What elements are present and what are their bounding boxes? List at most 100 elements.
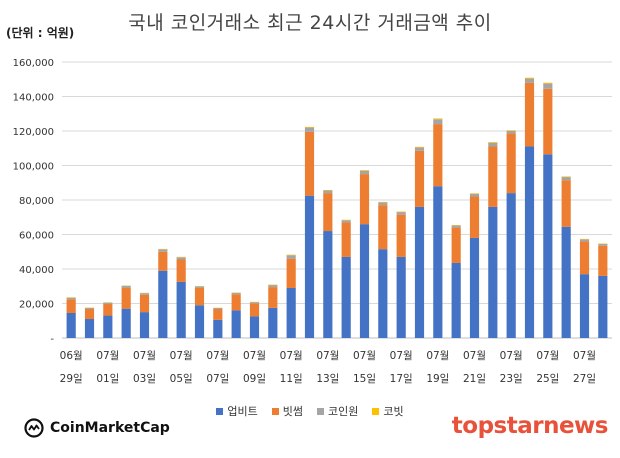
x-tick-label-day: 25일 xyxy=(536,372,559,385)
x-tick-label-month: 07월 xyxy=(500,350,523,362)
x-tick-label-month: 07월 xyxy=(536,350,559,362)
x-tick-label-day: 11일 xyxy=(280,372,303,385)
x-tick-label-day: 19일 xyxy=(426,372,449,385)
bar-segment xyxy=(469,196,480,238)
coinmarketcap-logo-text: CoinMarketCap xyxy=(50,420,170,436)
bar-segment xyxy=(543,154,553,338)
bar-segment xyxy=(524,82,535,147)
bar-segment xyxy=(378,202,388,206)
legend-swatch-upbit xyxy=(216,407,224,415)
bar-segment xyxy=(469,193,480,197)
bar-segment xyxy=(506,130,516,134)
bar-segment xyxy=(304,195,315,338)
bar-segment xyxy=(469,237,480,338)
bar-segment xyxy=(543,82,553,84)
x-tick-label-month: 07월 xyxy=(390,350,413,362)
bar-segment xyxy=(66,299,76,313)
bar-segment xyxy=(121,285,131,288)
legend-label-korbit: 코빗 xyxy=(383,405,404,418)
bar-segment xyxy=(286,254,296,256)
legend-label-bithumb: 빗썸 xyxy=(282,405,303,418)
bar-segment xyxy=(84,307,95,310)
bar-segment xyxy=(341,220,351,223)
bar-segment xyxy=(84,319,95,338)
x-tick-label-month: 07월 xyxy=(243,350,266,362)
bar-segment xyxy=(139,312,150,338)
bar-segment xyxy=(231,292,241,295)
bar-segment xyxy=(506,193,516,338)
bar-segment xyxy=(268,307,278,338)
bar-segment xyxy=(341,222,351,257)
bar-segment xyxy=(506,133,516,194)
y-tick-label: 20,000 xyxy=(19,300,54,311)
bar-segment xyxy=(433,186,443,338)
bar-segment xyxy=(341,256,351,338)
x-tick-label-month: 07월 xyxy=(426,350,449,362)
y-tick-label: - xyxy=(50,334,54,345)
legend-item-bithumb: 빗썸 xyxy=(271,403,303,419)
bar-segment xyxy=(103,304,113,316)
topstarnews-logo: topstarnews xyxy=(451,413,609,439)
x-tick-label-month: 07월 xyxy=(353,350,376,362)
bar-segment xyxy=(286,255,296,259)
bar-segment xyxy=(561,180,571,227)
bar-segment xyxy=(176,257,186,260)
bar-segment xyxy=(359,224,370,338)
bar-segment xyxy=(304,126,315,128)
x-tick-label-day: 13일 xyxy=(316,372,339,385)
x-tick-label-day: 29일 xyxy=(60,372,83,385)
legend-item-korbit: 코빗 xyxy=(372,403,404,419)
bar-segment xyxy=(524,146,535,338)
bar-segment xyxy=(268,285,278,288)
legend-label-coinone: 코인원 xyxy=(328,405,359,418)
bar-segment xyxy=(323,193,333,232)
bar-segment xyxy=(286,287,296,338)
bar-segment xyxy=(561,177,571,181)
bar-segment xyxy=(249,302,260,304)
bar-segment xyxy=(158,249,168,252)
bar-segment xyxy=(103,302,113,305)
bar-segment xyxy=(543,83,553,89)
bar-segment xyxy=(433,119,443,125)
y-tick-label: 60,000 xyxy=(19,231,54,242)
coinmarketcap-icon xyxy=(24,418,44,438)
x-tick-label-day: 27일 xyxy=(573,372,596,385)
bar-segment xyxy=(414,150,425,207)
bar-segment xyxy=(506,130,516,131)
bar-segment xyxy=(213,319,223,338)
bar-segment xyxy=(488,146,498,207)
bar-segment xyxy=(139,293,150,295)
bar-segment xyxy=(286,258,296,288)
y-tick-label: 140,000 xyxy=(13,93,54,104)
y-tick-label: 80,000 xyxy=(19,196,54,207)
bar-segment xyxy=(543,88,553,155)
bar-segment xyxy=(249,303,260,317)
x-tick-label-month: 06월 xyxy=(60,350,83,362)
bar-segment xyxy=(488,206,498,338)
bar-segment xyxy=(194,305,205,338)
y-tick-label: 160,000 xyxy=(13,58,54,69)
bar-segment xyxy=(598,275,608,338)
legend-label-upbit: 업비트 xyxy=(227,405,258,418)
legend-swatch-coinone xyxy=(317,407,324,415)
bar-segment xyxy=(121,287,131,309)
bar-segment xyxy=(579,274,590,338)
x-tick-label-month: 07월 xyxy=(316,350,339,362)
bar-segment xyxy=(66,312,76,338)
x-tick-label-day: 21일 xyxy=(463,372,486,385)
legend: 업비트 빗썸 코인원 코빗 xyxy=(0,403,620,419)
bar-segment xyxy=(378,249,388,338)
x-tick-label-day: 09일 xyxy=(243,372,266,385)
bar-segment xyxy=(524,77,535,79)
coinmarketcap-logo: CoinMarketCap xyxy=(24,418,170,438)
legend-swatch-korbit xyxy=(372,407,380,415)
bar-segment xyxy=(194,286,205,288)
bar-segment xyxy=(488,142,498,147)
bar-segment xyxy=(451,262,461,338)
bar-segment xyxy=(213,309,223,320)
bar-segment xyxy=(231,294,241,311)
bar-segment xyxy=(176,281,186,338)
bar-segment xyxy=(579,239,590,242)
bar-segment xyxy=(396,256,406,338)
bar-segment xyxy=(433,118,443,120)
